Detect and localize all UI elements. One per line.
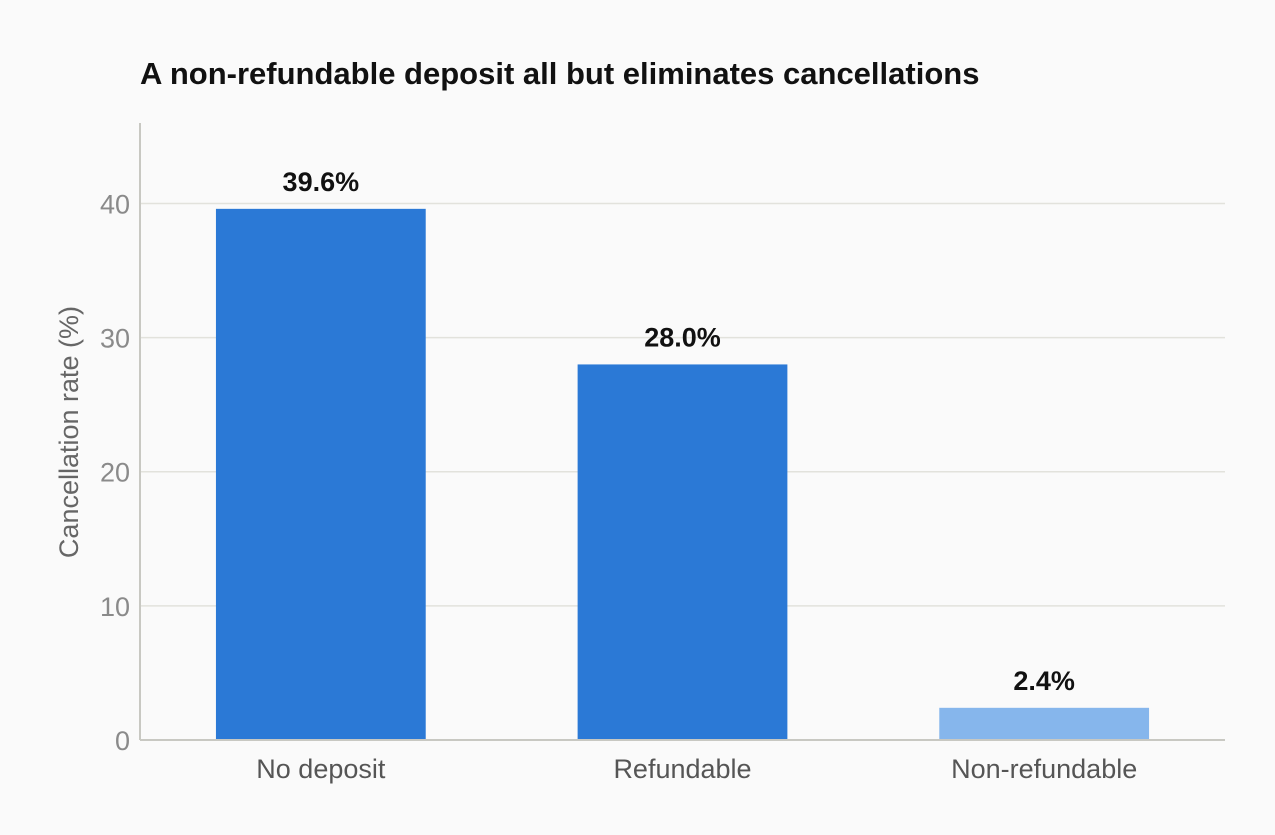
bar — [939, 707, 1150, 740]
y-tick-labels: 0 10 20 30 40 — [100, 189, 130, 756]
y-tick-label: 30 — [100, 324, 130, 354]
bars — [215, 208, 1150, 740]
y-tick-label: 10 — [100, 592, 130, 622]
y-tick-label: 0 — [115, 726, 130, 756]
x-tick-labels: No deposit Refundable Non-refundable — [256, 754, 1137, 784]
data-label: 39.6% — [283, 167, 360, 197]
x-tick-label: Refundable — [613, 754, 751, 784]
chart-title: A non-refundable deposit all but elimina… — [140, 56, 979, 91]
axes — [139, 123, 1225, 741]
data-labels: 39.6% 28.0% 2.4% — [283, 167, 1075, 696]
y-axis-label: Cancellation rate (%) — [54, 306, 84, 558]
data-label: 2.4% — [1013, 666, 1075, 696]
bar — [215, 208, 426, 740]
y-tick-label: 40 — [100, 189, 130, 219]
y-tick-label: 20 — [100, 458, 130, 488]
data-label: 28.0% — [644, 322, 721, 352]
x-tick-label: Non-refundable — [951, 754, 1137, 784]
x-tick-label: No deposit — [256, 754, 386, 784]
bar — [577, 364, 788, 740]
